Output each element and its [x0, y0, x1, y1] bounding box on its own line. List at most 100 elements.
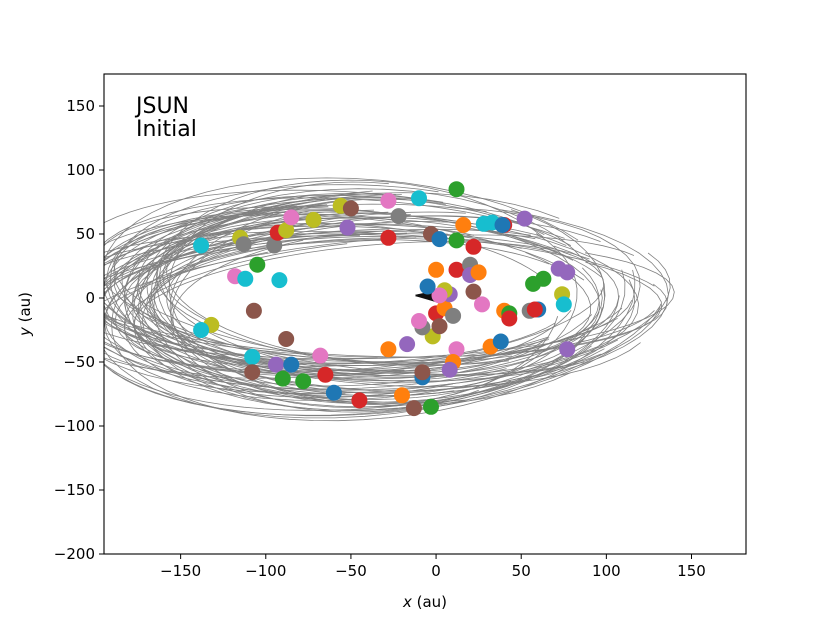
y-tick-label: −200 [54, 545, 95, 563]
x-axis-label: x (au) [402, 593, 447, 611]
y-tick-label: 100 [66, 161, 95, 179]
scatter-point [305, 211, 322, 228]
orbit-trail [104, 232, 618, 372]
scatter-point [526, 301, 543, 318]
orbit-trail [104, 207, 605, 411]
scatter-point [559, 264, 576, 281]
scatter-point [266, 237, 283, 254]
y-tick-label: 50 [76, 225, 95, 243]
x-axis: −150 −100 −50 0 50 100 150 [160, 554, 706, 580]
scatter-point [380, 341, 397, 358]
scatter-point [559, 341, 576, 358]
orbit-trail [170, 210, 578, 408]
x-tick-label: 150 [677, 562, 706, 580]
orbit-trail [104, 251, 548, 379]
scatter-point [342, 200, 359, 217]
scatter-point [423, 398, 439, 415]
scatter-point [237, 270, 254, 287]
x-tick-label: −50 [335, 562, 367, 580]
scatter-point [312, 347, 329, 364]
scatter-point [278, 331, 295, 347]
scatter-point [448, 261, 465, 278]
scatter-point [431, 318, 448, 335]
scatter-point [428, 261, 445, 278]
scatter-point [448, 341, 465, 358]
scatter-point [339, 219, 356, 236]
orbit-trail [104, 231, 655, 321]
annotation-line-1: JSUN [134, 94, 189, 119]
orbit-trail [104, 234, 655, 362]
x-tick-label: 50 [512, 562, 531, 580]
annotation-line-2: Initial [136, 117, 197, 142]
x-tick-label: −150 [160, 562, 201, 580]
y-tick-label: −100 [54, 417, 95, 435]
orbit-trail [146, 193, 557, 394]
y-axis: −200 −150 −100 −50 0 50 100 150 [54, 97, 104, 563]
scatter-point [235, 236, 252, 253]
y-tick-label: −50 [63, 353, 95, 371]
x-tick-label: −100 [245, 562, 286, 580]
scatter-point [455, 217, 472, 233]
plot-frame [103, 73, 747, 555]
scatter-point [283, 209, 300, 226]
y-axis-label-unit: (au) [16, 292, 34, 327]
scatter-point [283, 356, 300, 373]
orbit-trail [146, 230, 550, 372]
plot-area [103, 73, 747, 555]
scatter-point [390, 208, 407, 225]
x-axis-label-unit: (au) [412, 593, 447, 611]
scatter-point [535, 270, 552, 287]
scatter-point [244, 364, 261, 381]
scatter-point [494, 217, 511, 233]
orbit-trail [104, 234, 635, 375]
scatter-point [441, 361, 458, 378]
scatter-point [465, 238, 482, 255]
scatter-point [268, 356, 284, 373]
scatter-point [394, 387, 410, 404]
x-tick-label: 100 [592, 562, 621, 580]
scatter-point [274, 370, 291, 387]
scatter-point [419, 278, 436, 295]
y-tick-label: 150 [66, 97, 95, 115]
scatter-point [295, 373, 312, 390]
orbit-trail [104, 235, 668, 358]
scatter-point [470, 264, 487, 281]
scatter-point [411, 313, 427, 329]
scatter-point [325, 384, 342, 401]
scatter-point [555, 296, 572, 313]
scatter-point [431, 287, 448, 304]
scatter-point [399, 336, 416, 353]
scatter-point [411, 190, 427, 207]
orbit-trail [138, 202, 606, 412]
scatter-point [271, 272, 288, 289]
orbit-trail [104, 189, 444, 391]
orbit-trail [113, 208, 603, 341]
orbit-trail [114, 228, 623, 377]
scatter-point [448, 181, 465, 198]
scatter-point [317, 366, 334, 383]
scatter-point [351, 392, 368, 409]
scatter-point [414, 364, 431, 381]
orbit-trail [104, 223, 536, 371]
orbit-trail [133, 216, 603, 380]
orbit-trail [104, 177, 579, 406]
orbit-trail [111, 190, 636, 422]
scatter-point [431, 231, 448, 248]
orbit-trail [153, 212, 600, 382]
marker-group [193, 181, 576, 417]
scatter-point [380, 192, 397, 209]
scatter-point [278, 222, 295, 239]
y-tick-label: −150 [54, 481, 95, 499]
scatter-point [492, 333, 509, 350]
scatter-point [501, 310, 518, 327]
orbit-trail [104, 235, 557, 365]
x-axis-label-var: x [402, 593, 412, 611]
scatter-point [405, 400, 422, 417]
scatter-point [193, 322, 210, 338]
scatter-point [448, 232, 465, 249]
orbit-trail [104, 213, 640, 378]
scatter-point [193, 237, 210, 254]
x-tick-label: 0 [431, 562, 441, 580]
